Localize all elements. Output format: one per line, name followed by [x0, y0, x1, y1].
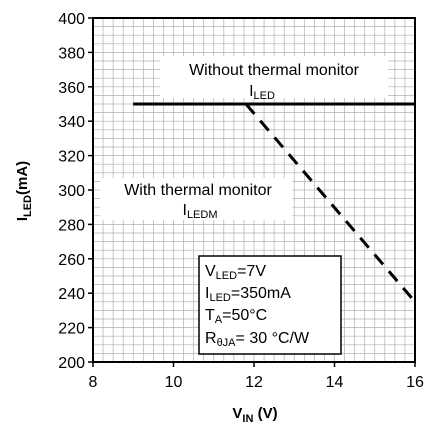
- condition-ta: TA=50°C: [205, 307, 267, 326]
- x-tick-label: 16: [406, 374, 424, 391]
- x-axis-title: VIN (V): [232, 405, 277, 425]
- x-tick-label: 10: [165, 374, 183, 391]
- series-group: [133, 102, 417, 303]
- y-tick-label: 360: [58, 80, 85, 97]
- annotation-without-sub: LED: [254, 90, 275, 102]
- condition-rtheta: RθJA= 30 °C/W: [205, 330, 310, 349]
- x-tick-label: 8: [89, 374, 98, 391]
- annotation-without-main: I: [249, 83, 253, 100]
- x-tick-label: 14: [326, 374, 344, 391]
- annotation-without-line2: ILED: [249, 83, 275, 102]
- conditions-box: [198, 255, 342, 355]
- y-axis-title: ILED(mA): [14, 161, 34, 221]
- condition-vled: VLED=7V: [205, 263, 266, 282]
- y-tick-label: 300: [58, 183, 85, 200]
- y-tick-label: 400: [58, 11, 85, 28]
- y-tick-label: 240: [58, 286, 85, 303]
- annotation-with-bg: [100, 178, 292, 220]
- y-tick-label: 200: [58, 355, 85, 372]
- annotation-without-bg: [160, 56, 388, 98]
- annotation-with-line1: With thermal monitor: [124, 182, 272, 199]
- y-tick-label: 320: [58, 149, 85, 166]
- y-tick-label: 280: [58, 217, 85, 234]
- condition-iled: ILED=350mA: [205, 285, 291, 304]
- y-tick-label: 380: [58, 45, 85, 62]
- y-tick-label: 220: [58, 321, 85, 338]
- x-tick-label: 12: [245, 374, 263, 391]
- y-tick-label: 260: [58, 252, 85, 269]
- annotation-with-main: I: [182, 202, 186, 219]
- annotation-with-line2: ILEDM: [182, 202, 217, 221]
- y-tick-label: 340: [58, 114, 85, 131]
- annotation-without-line1: Without thermal monitor: [189, 62, 360, 79]
- tick-labels: 8 10 12 14 16 200 220 240 260 280 300 320 340 360 380 4…: [58, 11, 424, 391]
- annotation-with-sub: LEDM: [187, 209, 218, 221]
